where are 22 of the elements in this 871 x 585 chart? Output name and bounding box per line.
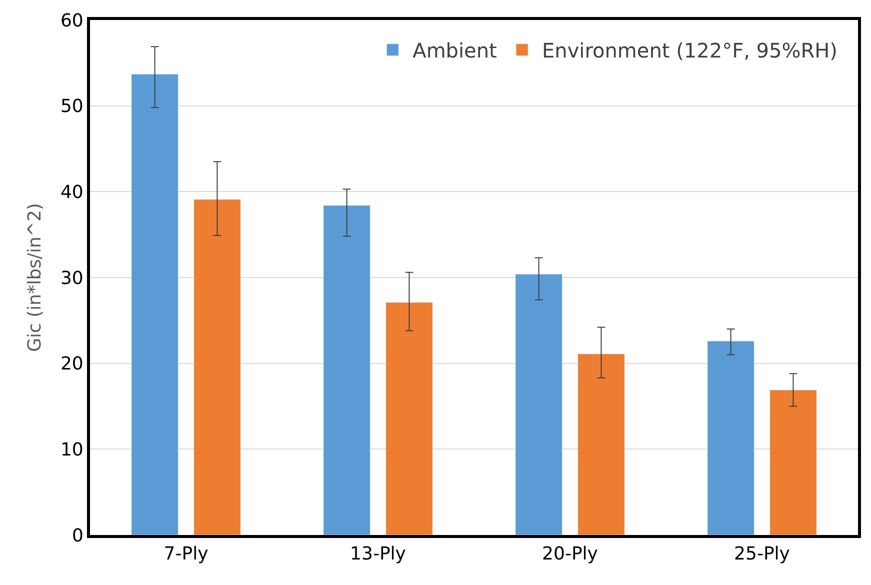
legend-label: Ambient — [412, 38, 498, 63]
legend-label: Environment (122°F, 95%RH) — [542, 38, 838, 63]
bar — [131, 74, 178, 535]
y-tick-label: 30 — [60, 268, 84, 289]
bar — [323, 205, 370, 535]
x-tick-label: 13-Ply — [350, 544, 406, 565]
bar — [194, 199, 241, 535]
bar — [386, 302, 433, 535]
y-tick-label: 20 — [60, 354, 84, 375]
y-tick-label: 0 — [72, 525, 84, 546]
x-tick-label: 20-Ply — [542, 544, 598, 565]
bar — [707, 340, 754, 535]
bar — [515, 274, 562, 535]
bar — [770, 390, 817, 535]
y-axis-title: Gic (in*lbs/in^2) — [24, 203, 46, 352]
bar — [578, 354, 625, 535]
y-tick-label: 10 — [60, 439, 84, 460]
y-tick-label: 50 — [60, 96, 84, 118]
y-tick-label: 40 — [60, 182, 84, 203]
x-tick-label: 25-Ply — [734, 544, 790, 565]
x-tick-label: 7-Ply — [164, 544, 209, 565]
y-tick-label: 60 — [60, 10, 84, 32]
